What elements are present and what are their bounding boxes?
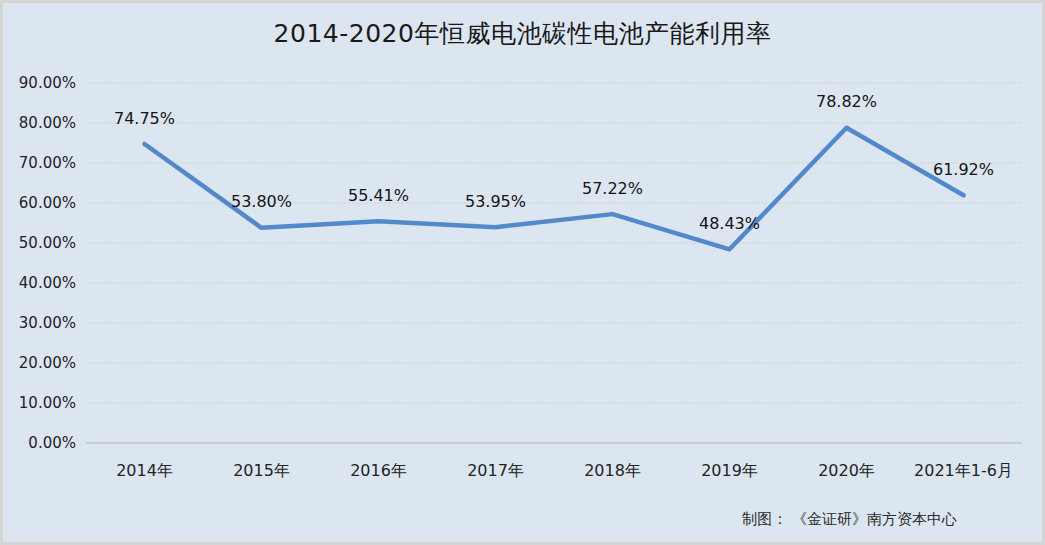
- y-tick-label: 70.00%: [19, 154, 76, 172]
- y-tick-label: 80.00%: [19, 114, 76, 132]
- data-label: 48.43%: [699, 214, 760, 233]
- y-tick-label: 20.00%: [19, 354, 76, 372]
- y-tick-label: 50.00%: [19, 234, 76, 252]
- data-label: 57.22%: [582, 179, 643, 198]
- x-axis-label: 2015年: [233, 461, 290, 480]
- y-tick-label: 40.00%: [19, 274, 76, 292]
- series-line: [145, 128, 964, 250]
- x-axis-label: 2016年: [350, 461, 407, 480]
- data-label: 55.41%: [348, 186, 409, 205]
- y-tick-label: 0.00%: [28, 434, 76, 452]
- data-label: 61.92%: [933, 160, 994, 179]
- x-axis-label: 2017年: [467, 461, 524, 480]
- y-tick-label: 90.00%: [19, 74, 76, 92]
- chart-container: 2014-2020年恒威电池碳性电池产能利用率 0.00% 10.00% 20.00…: [0, 0, 1045, 545]
- y-tick-label: 10.00%: [19, 394, 76, 412]
- data-label: 74.75%: [114, 109, 175, 128]
- x-axis-label: 2019年: [701, 461, 758, 480]
- x-axis-label: 2020年: [818, 461, 875, 480]
- source-note: 制图： 《金证研》南方资本中心: [742, 510, 957, 529]
- x-axis-label: 2014年: [116, 461, 173, 480]
- data-label: 78.82%: [816, 92, 877, 111]
- x-axis-label: 2018年: [584, 461, 641, 480]
- y-tick-label: 30.00%: [19, 314, 76, 332]
- chart-title: 2014-2020年恒威电池碳性电池产能利用率: [0, 17, 1045, 50]
- y-tick-label: 60.00%: [19, 194, 76, 212]
- x-axis-label: 2021年1-6月: [914, 461, 1013, 480]
- line-chart-svg: 0.00% 10.00% 20.00% 30.00% 40.00% 50.00% 60.00…: [0, 0, 1045, 545]
- data-label: 53.95%: [465, 192, 526, 211]
- data-label: 53.80%: [231, 192, 292, 211]
